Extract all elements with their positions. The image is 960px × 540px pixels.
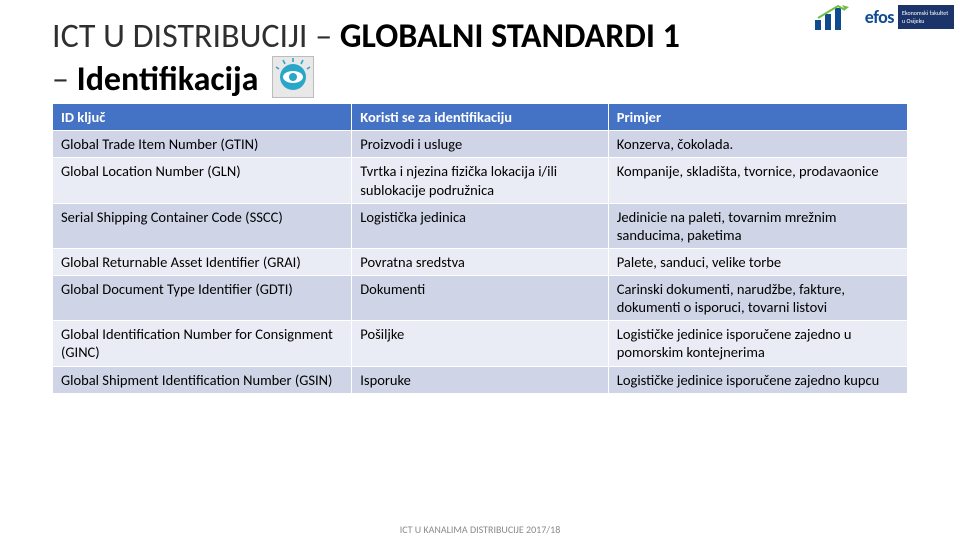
- eye-icon: [272, 56, 314, 98]
- cell: Kompanije, skladišta, tvornice, prodavao…: [608, 158, 907, 203]
- cell: Isporuke: [352, 366, 609, 393]
- table-row: Serial Shipping Container Code (SSCC)Log…: [53, 203, 908, 248]
- footer-text: ICT U KANALIMA DISTRIBUCIJE 2017/18: [0, 523, 960, 536]
- cell: Global Returnable Asset Identifier (GRAI…: [53, 248, 352, 275]
- title-bold-1: GLOBALNI STANDARDI 1: [340, 16, 680, 57]
- cell: Carinski dokumenti, narudžbe, fakture, d…: [608, 276, 907, 321]
- standards-table: ID ključ Koristi se za identifikaciju Pr…: [52, 103, 908, 394]
- logo: efos Ekonomski fakultet u Osijeku: [809, 2, 954, 32]
- cell: Konzerva, čokolada.: [608, 131, 907, 158]
- col-header-example: Primjer: [608, 104, 907, 131]
- table-row: Global Identification Number for Consign…: [53, 321, 908, 366]
- title-dash: –: [315, 16, 340, 57]
- table-row: Global Shipment Identification Number (G…: [53, 366, 908, 393]
- cell: Jedinicie na paleti, tovarnim mrežnim sa…: [608, 203, 907, 248]
- cell: Global Document Type Identifier (GDTI): [53, 276, 352, 321]
- cell: Global Trade Item Number (GTIN): [53, 131, 352, 158]
- cell: Proizvodi i usluge: [352, 131, 609, 158]
- cell: Logistička jedinica: [352, 203, 609, 248]
- col-header-use: Koristi se za identifikaciju: [352, 104, 609, 131]
- title-dash-2: –: [52, 59, 77, 100]
- cell: Dokumenti: [352, 276, 609, 321]
- table-row: Global Trade Item Number (GTIN)Proizvodi…: [53, 131, 908, 158]
- cell: Serial Shipping Container Code (SSCC): [53, 203, 352, 248]
- cell: Global Location Number (GLN): [53, 158, 352, 203]
- cell: Tvrtka i njezina fizička lokacija i/ili …: [352, 158, 609, 203]
- logo-subtext: Ekonomski fakultet u Osijeku: [898, 5, 954, 29]
- table-row: Global Returnable Asset Identifier (GRAI…: [53, 248, 908, 275]
- cell: Povratna sredstva: [352, 248, 609, 275]
- table-body: Global Trade Item Number (GTIN)Proizvodi…: [53, 131, 908, 393]
- cell: Global Identification Number for Consign…: [53, 321, 352, 366]
- logo-bars-icon: [809, 2, 861, 32]
- cell: Pošiljke: [352, 321, 609, 366]
- title-bold-2: Identifikacija: [77, 59, 259, 100]
- cell: Logističke jedinice isporučene zajedno k…: [608, 366, 907, 393]
- table-header-row: ID ključ Koristi se za identifikaciju Pr…: [53, 104, 908, 131]
- logo-text: efos: [865, 6, 894, 28]
- cell: Logističke jedinice isporučene zajedno u…: [608, 321, 907, 366]
- table-row: Global Document Type Identifier (GDTI)Do…: [53, 276, 908, 321]
- cell: Global Shipment Identification Number (G…: [53, 366, 352, 393]
- title-pre: ICT U DISTRIBUCIJI: [52, 16, 315, 57]
- cell: Palete, sanduci, velike torbe: [608, 248, 907, 275]
- col-header-id: ID ključ: [53, 104, 352, 131]
- slide-title: ICT U DISTRIBUCIJI – GLOBALNI STANDARDI …: [52, 18, 908, 99]
- table-row: Global Location Number (GLN)Tvrtka i nje…: [53, 158, 908, 203]
